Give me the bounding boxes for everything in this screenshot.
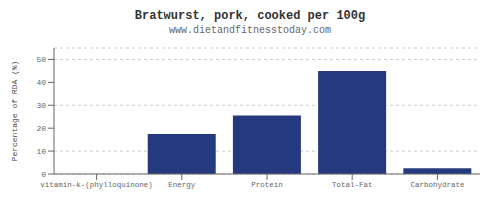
svg-text:Energy: Energy bbox=[168, 181, 196, 189]
svg-text:0: 0 bbox=[41, 170, 46, 179]
svg-text:vitamin-k-(phylloquinone): vitamin-k-(phylloquinone) bbox=[40, 181, 153, 189]
svg-text:Percentage of RDA (%): Percentage of RDA (%) bbox=[10, 61, 19, 162]
svg-text:10: 10 bbox=[36, 147, 46, 156]
svg-text:20: 20 bbox=[36, 124, 46, 133]
html-text:www.dietandfitnesstoday.com: www.dietandfitnesstoday.com bbox=[169, 25, 331, 36]
svg-text:Protein: Protein bbox=[251, 181, 283, 189]
svg-text:50: 50 bbox=[36, 55, 46, 64]
svg-text:40: 40 bbox=[36, 78, 46, 87]
svg-text:Total-Fat: Total-Fat bbox=[332, 181, 373, 189]
svg-text:30: 30 bbox=[36, 101, 46, 110]
html-text:Bratwurst, pork, cooked per 10: Bratwurst, pork, cooked per 100g bbox=[134, 9, 366, 23]
svg-text:Carbohydrate: Carbohydrate bbox=[410, 181, 464, 189]
